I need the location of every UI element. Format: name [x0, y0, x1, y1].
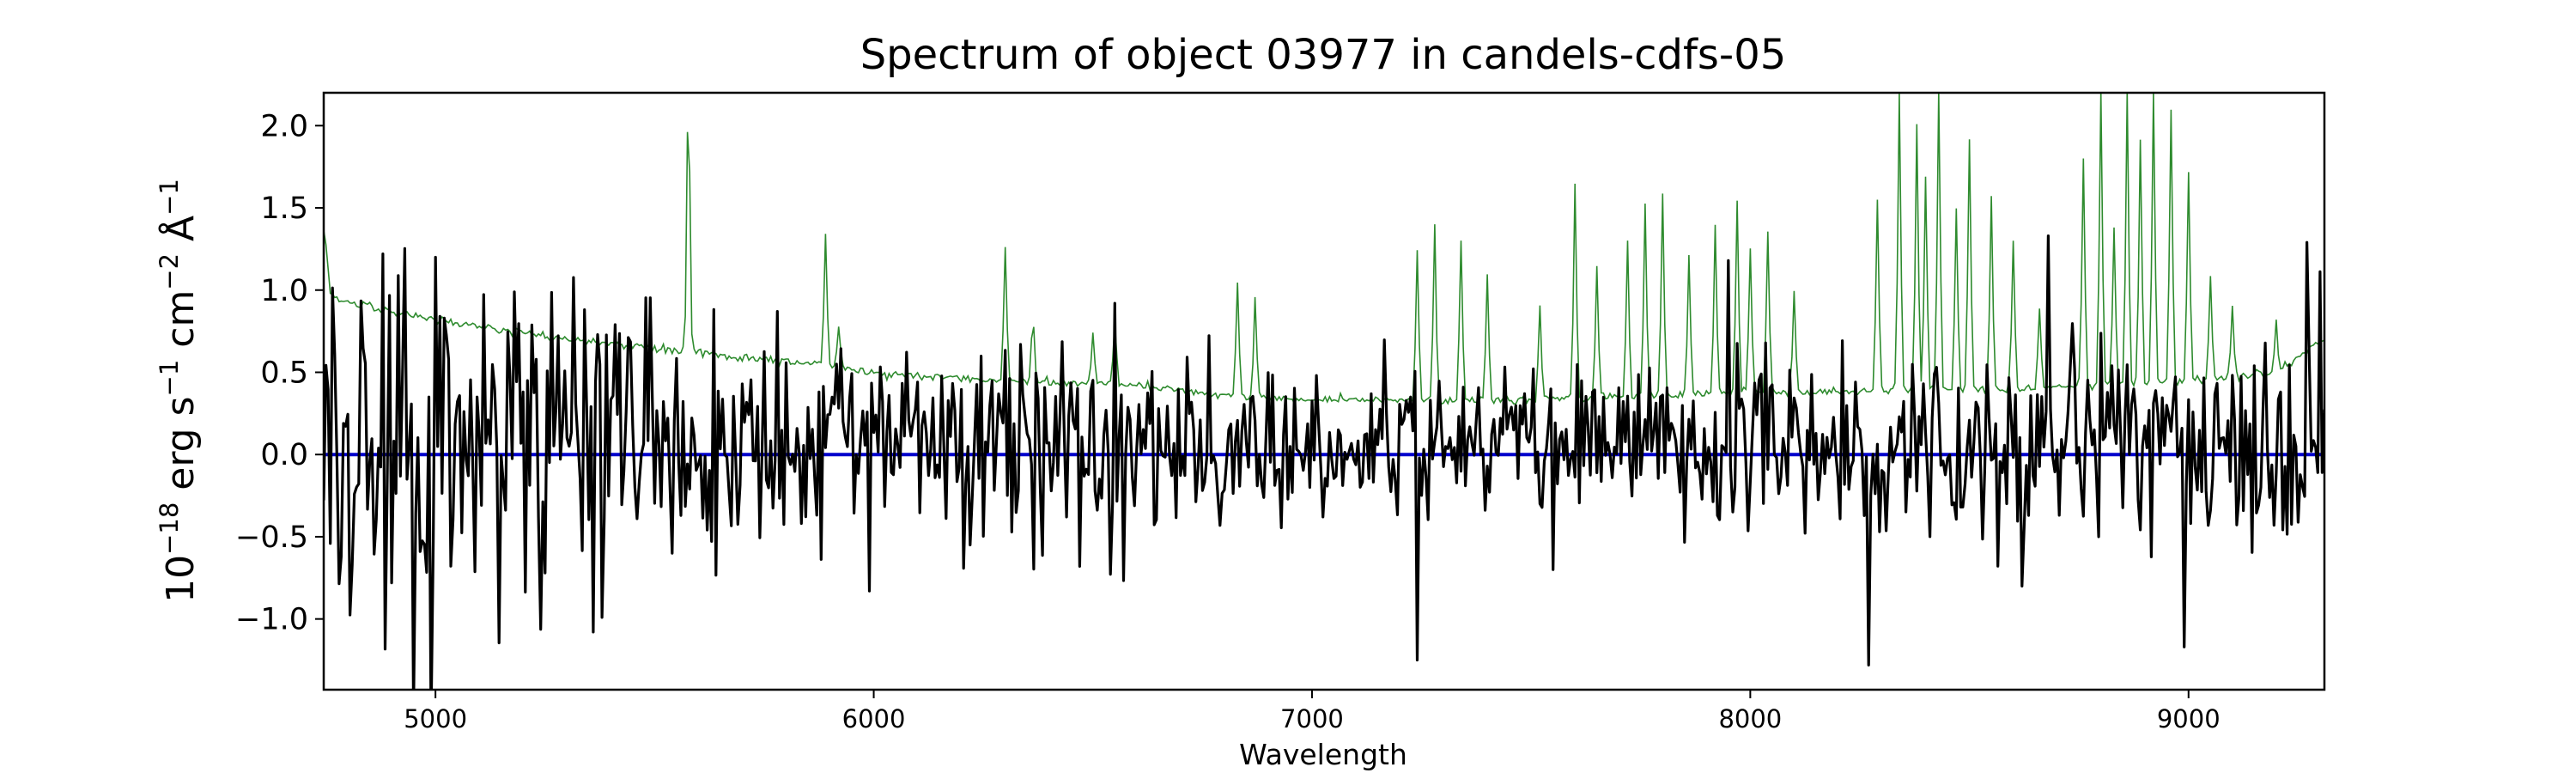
- chart-title: Spectrum of object 03977 in candels-cdfs…: [860, 31, 1787, 79]
- y-tick-label: 1.0: [260, 274, 308, 308]
- x-tick-label: 5000: [404, 704, 467, 733]
- y-tick-label: −0.5: [235, 520, 308, 555]
- y-axis-label: 10−18 erg s−1 cm−2 Å−1: [155, 179, 203, 603]
- x-axis: 5000 6000 7000 8000 9000: [404, 690, 2221, 733]
- x-axis-label: Wavelength: [1239, 738, 1407, 771]
- y-tick-label: 0.0: [260, 438, 308, 472]
- y-axis: −1.0 −0.5 0.0 0.5 1.0 1.5 2.0: [235, 109, 324, 637]
- flux-series-line: [324, 234, 2324, 690]
- x-tick-label: 9000: [2157, 704, 2221, 733]
- x-tick-label: 6000: [842, 704, 906, 733]
- x-tick-label: 7000: [1280, 704, 1344, 733]
- x-tick-label: 8000: [1718, 704, 1782, 733]
- y-tick-label: 0.5: [260, 356, 308, 390]
- noise-series-line: [324, 93, 2324, 406]
- y-tick-label: 2.0: [260, 109, 308, 143]
- series-layer: [324, 93, 2324, 690]
- plot-frame: [322, 91, 2326, 691]
- y-tick-label: −1.0: [235, 603, 308, 637]
- y-tick-label: 1.5: [260, 192, 308, 226]
